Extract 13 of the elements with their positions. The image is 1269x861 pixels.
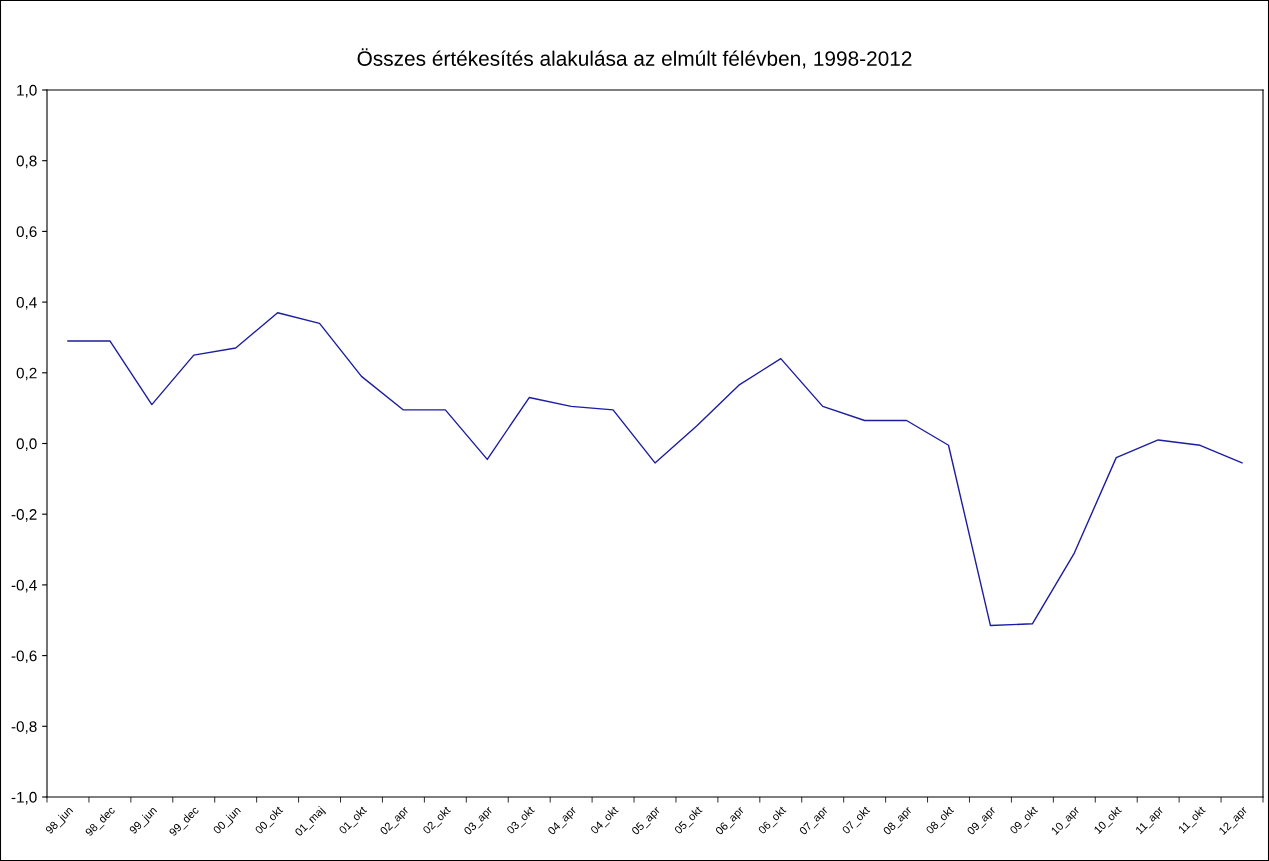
y-tick-label: 0,8 xyxy=(16,155,37,169)
y-tick-label: -1,0 xyxy=(11,791,37,805)
chart-title: Összes értékesítés alakulása az elmúlt félévben, 1998-2012 xyxy=(357,48,912,69)
y-tick-label: 0,4 xyxy=(16,296,37,310)
y-tick-label: -0,6 xyxy=(11,650,37,664)
y-tick-label: 0,0 xyxy=(16,438,37,451)
y-tick-label: -0,4 xyxy=(11,579,37,593)
y-tick-label: 0,6 xyxy=(16,226,37,239)
line-series xyxy=(67,312,1243,627)
y-tick-label: -0,8 xyxy=(11,721,37,734)
y-tick-label: 1,0 xyxy=(17,84,37,98)
y-tick-label: -0,2 xyxy=(11,509,37,522)
y-tick-label: 0,2 xyxy=(16,367,37,381)
